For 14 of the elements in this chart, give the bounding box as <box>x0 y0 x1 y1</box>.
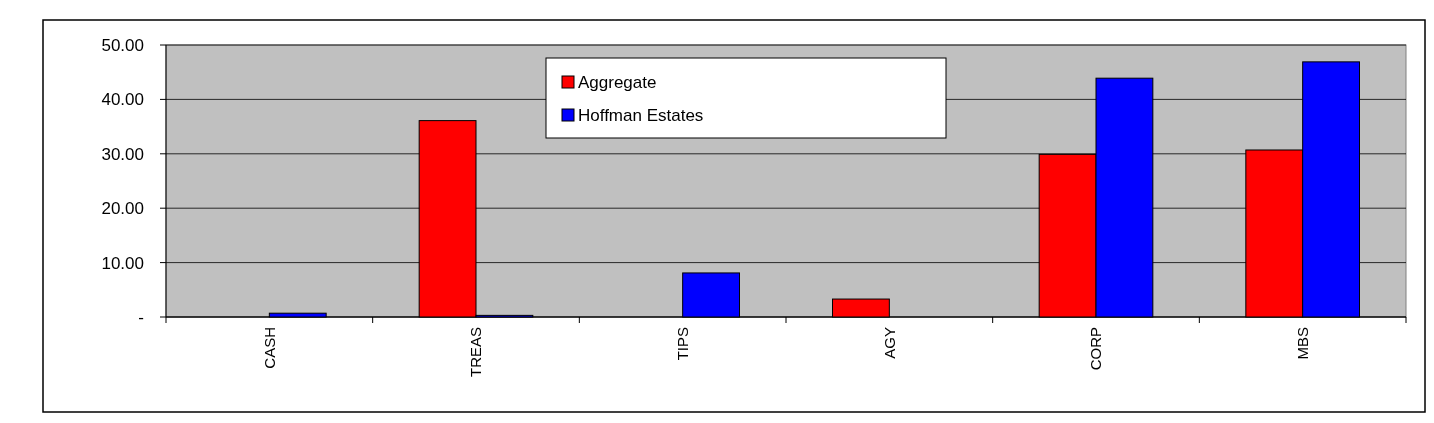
x-tick-label: TREAS <box>467 327 485 378</box>
x-tick-label: CASH <box>260 327 278 369</box>
legend-label: Hoffman Estates <box>578 105 704 125</box>
y-tick-label: 10.00 <box>101 253 144 273</box>
y-tick-label: 40.00 <box>101 90 144 110</box>
legend-label: Aggregate <box>578 72 657 92</box>
x-tick-label: MBS <box>1293 327 1311 360</box>
x-tick-label: TIPS <box>673 327 691 361</box>
x-tick-label: AGY <box>880 327 898 359</box>
y-tick-label: 50.00 <box>101 35 144 55</box>
y-tick-label: 20.00 <box>101 199 144 219</box>
y-tick-label: - <box>138 307 144 327</box>
y-tick-label: 30.00 <box>101 144 144 164</box>
x-tick-label: CORP <box>1087 327 1105 371</box>
